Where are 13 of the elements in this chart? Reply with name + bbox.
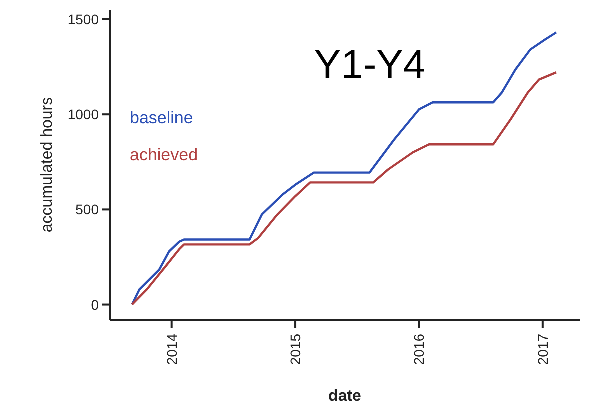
y-tick-label: 500 (76, 202, 100, 218)
y-axis-title: accumulated hours (39, 97, 56, 233)
x-axis-title: date (328, 388, 362, 405)
x-tick-label: 2017 (534, 334, 551, 366)
text: achieved (130, 146, 198, 164)
x-tick-label: 2016 (411, 334, 428, 366)
text: baseline (130, 108, 194, 128)
x-tick-label: 2015 (288, 334, 304, 366)
text: Y1-Y4 (314, 43, 426, 87)
y-tick-label: 1000 (68, 106, 100, 123)
y-tick-label: 1500 (68, 12, 100, 28)
x-tick-label: 2014 (164, 334, 180, 366)
y-tick-label: 0 (91, 296, 100, 313)
